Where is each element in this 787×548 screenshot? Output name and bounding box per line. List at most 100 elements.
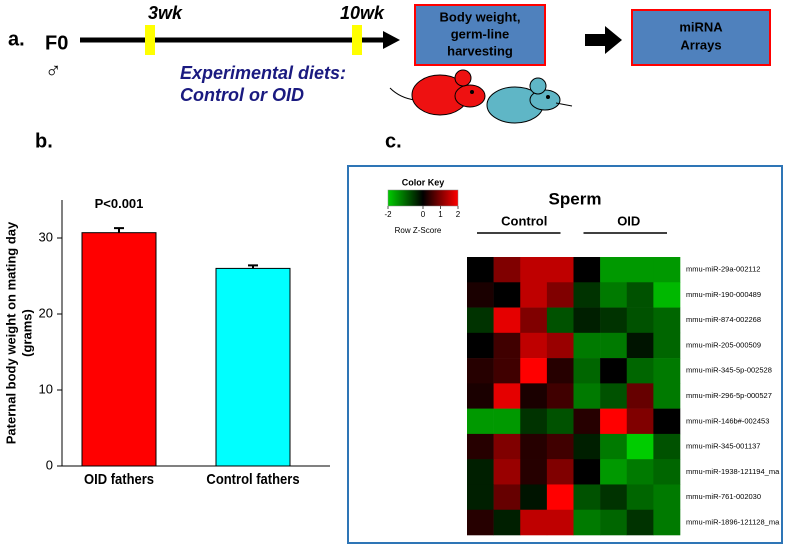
color-key-title: Color Key [402,177,445,187]
row-label: mmu-miR-761-002030 [686,492,761,501]
heatmap-cell [600,459,628,485]
annotation: P<0.001 [95,196,144,211]
heatmap-cell [493,307,521,334]
heatmap-cell [520,509,548,536]
heatmap-cell [493,433,521,460]
heatmap-cell [626,257,654,283]
heatmap-cell [600,332,628,359]
step-text: Body weight, [440,9,521,24]
heatmap-cell [546,408,574,435]
heatmap-cell [467,383,494,409]
heatmap-cell [600,257,628,283]
panel-frame [347,165,783,544]
step-text: harvesting [447,43,513,58]
error-bar [114,227,124,233]
heatmap-cell [653,484,681,511]
panel-label: c. [385,130,402,152]
column-group-label: OID [617,213,640,228]
heatmap-cell [573,307,601,334]
row-label: mmu-miR-190-000489 [686,290,761,299]
y-tick-label: 0 [46,457,53,472]
heatmap-cell [546,459,574,485]
heatmap-cell [653,459,681,485]
heatmap-cell [653,358,681,384]
heatmap-cell [493,408,521,435]
color-key [387,189,459,207]
heatmap-cell [573,332,601,359]
heatmap-cell [493,358,521,384]
heatmap-cell [573,408,601,435]
heatmap-cell [546,383,574,409]
heatmap-cell [546,484,574,511]
flow-arrow [585,26,622,54]
heatmap-cell [573,383,601,409]
step-text: Arrays [680,37,721,52]
heatmap-cell [467,459,494,485]
heatmap-cell [467,307,494,334]
y-tick-label: 30 [39,229,53,244]
heatmap-cell [626,408,654,435]
heatmap-cell [653,408,681,435]
heatmap-cell [467,484,494,511]
heatmap-cell [600,282,628,308]
time-label: 10wk [340,3,385,23]
error-bar [248,264,258,269]
color-key-tick-label: 0 [421,210,426,219]
heatmap-cell [626,459,654,485]
bar [81,232,157,467]
row-label: mmu-miR-205-000509 [686,340,761,349]
heatmap-cell [626,433,654,460]
heatmap-cell [573,358,601,384]
heatmap-cell [520,383,548,409]
heatmap-cell [653,307,681,334]
step-box [414,4,546,66]
heatmap-cell [493,332,521,359]
heatmap-cell [520,282,548,308]
blue-mouse [486,77,573,124]
heatmap-cell [653,383,681,409]
heatmap-cell [626,307,654,334]
red-mouse [389,69,486,116]
heatmap-title: Sperm [549,189,602,208]
heatmap-cell [653,257,681,283]
y-tick-label: 10 [39,381,53,396]
row-label: mmu-miR-345-5p-002528 [686,366,772,375]
heatmap-cell [573,459,601,485]
heatmap-cell [546,257,574,283]
heatmap-cell [493,257,521,283]
heatmap-cell [653,433,681,460]
heatmap-cell [467,282,494,308]
heatmap-cell [626,383,654,409]
heatmap-cell [653,282,681,308]
sex-symbol: ♂ [45,58,62,83]
heatmap-cell [546,358,574,384]
row-label: mmu-miR-1896-121128_ma [686,517,780,526]
diet-text: Experimental diets: [180,63,346,83]
x-tick-label: Control fathers [206,471,299,487]
row-label: mmu-miR-29a-002112 [686,265,760,274]
x-tick-label: OID fathers [84,471,154,487]
heatmap-cell [493,282,521,308]
heatmap-cell [626,509,654,536]
heatmap-cell [600,358,628,384]
heatmap-cell [600,509,628,536]
color-key-tick-label: -2 [384,210,392,219]
heatmap-cell [600,307,628,334]
color-key-label: Row Z-Score [395,226,442,235]
time-marker [352,25,362,55]
y-tick-label: 20 [39,305,53,320]
heatmap-cell [546,332,574,359]
heatmap-cell [467,433,494,460]
y-axis-label: (grams) [19,309,34,357]
heatmap-cell [653,509,681,536]
heatmap-cell [520,484,548,511]
generation: F0 [45,32,68,54]
heatmap-cell [546,509,574,536]
heatmap-cell [546,307,574,334]
heatmap-cell [573,257,601,283]
bar [215,267,291,467]
heatmap-cell [467,358,494,384]
panel-label: a. [8,28,25,50]
heatmap-cell [467,408,494,435]
